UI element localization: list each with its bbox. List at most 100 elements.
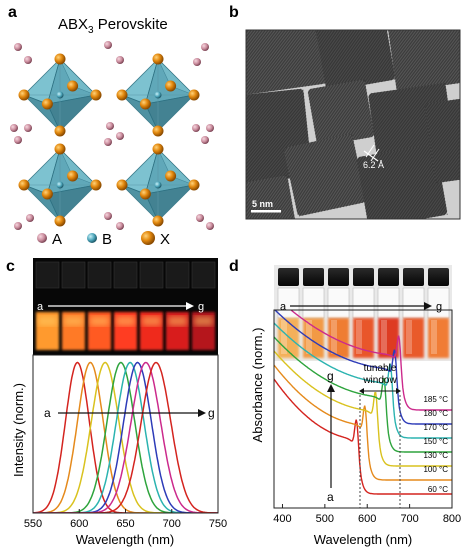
vial: [191, 261, 216, 350]
x-tick-label: 650: [116, 518, 134, 530]
window-label-1: tunable: [364, 363, 397, 374]
octahedron: [18, 143, 102, 227]
pl-spectrum-line: [33, 361, 218, 513]
a-site-atom: [14, 43, 22, 51]
x-site-atom: [188, 89, 200, 101]
panel-a-label: a: [8, 4, 17, 21]
legend-label-a: A: [52, 231, 62, 248]
x-site-atom: [41, 188, 53, 200]
a-site-atom: [10, 124, 18, 132]
a-site-atom: [14, 222, 22, 230]
b-site-atom: [154, 91, 162, 99]
vial: [113, 261, 138, 350]
plot-arrow-start: a: [327, 490, 334, 504]
x-tick-label: 700: [400, 513, 418, 525]
vial: [35, 261, 60, 350]
photo-arrow-start: a: [37, 301, 44, 313]
x-site-atom: [41, 98, 53, 110]
a-site-atom: [106, 122, 114, 130]
panel-d-xlabel: Wavelength (nm): [314, 532, 413, 547]
nanocube: [246, 30, 327, 97]
x-site-atom: [152, 215, 164, 227]
plot-arrow-end: g: [327, 369, 334, 383]
octahedron: [116, 143, 200, 227]
series-temperature-label: 150 °C: [423, 437, 448, 446]
x-site-atom: [116, 89, 128, 101]
a-site-atom: [104, 138, 112, 146]
x-site-atom: [90, 179, 102, 191]
scale-bar-label: 5 nm: [252, 199, 273, 209]
lattice-spacing-label: 6.2 Å: [363, 160, 384, 170]
x-site-atom: [165, 80, 177, 92]
legend-swatch-x: [141, 231, 155, 245]
vial: [352, 268, 375, 358]
series-temperature-label: 60 °C: [428, 485, 448, 494]
x-tick-label: 500: [316, 513, 334, 525]
panel-d: d a g 400 500 600 700 800 tunable window g a…: [229, 258, 461, 547]
a-site-atom: [104, 41, 112, 49]
x-site-atom: [152, 125, 164, 137]
x-site-atom: [67, 80, 79, 92]
nanocube: [387, 30, 460, 93]
a-site-atom: [104, 212, 112, 220]
pl-spectrum-line: [33, 361, 218, 513]
absorption-spectrum-line: [274, 350, 452, 467]
a-site-atom: [14, 136, 22, 144]
x-tick-label: 600: [358, 513, 376, 525]
panel-b: b 6.2 Å 5 nm: [229, 4, 461, 220]
x-site-atom: [165, 170, 177, 182]
vial: [61, 261, 86, 350]
panel-d-vial-photo: a g: [274, 265, 452, 361]
tem-micrograph: [246, 30, 460, 219]
x-site-atom: [54, 215, 66, 227]
photo-arrow-end: g: [198, 301, 204, 313]
a-site-atom: [24, 56, 32, 64]
octahedron: [116, 53, 200, 137]
absorption-spectrum-line: [274, 336, 452, 453]
x-site-atom: [116, 179, 128, 191]
panel-c-pl-chart: 550 600 650 700 750 a g Intensity (norm.) Wa…: [11, 354, 227, 547]
panel-d-abs-chart: 400 500 600 700 800 tunable window g a 60 °C…: [250, 309, 461, 547]
x-site-atom: [139, 188, 151, 200]
absorption-spectrum-line: [289, 310, 452, 411]
pl-spectrum-line: [33, 361, 218, 513]
perovskite-crystal-structure: [10, 41, 214, 230]
nanocube: [356, 143, 448, 219]
x-tick-label: 600: [70, 518, 88, 530]
series-temperature-label: 130 °C: [423, 451, 448, 460]
panel-c-ylabel: Intensity (norm.): [11, 383, 26, 477]
a-site-atom: [116, 56, 124, 64]
x-tick-label: 800: [443, 513, 461, 525]
panel-c-label: c: [6, 258, 15, 275]
series-temperature-label: 180 °C: [423, 409, 448, 418]
panel-b-label: b: [229, 4, 239, 21]
x-tick-label: 750: [209, 518, 227, 530]
a-site-atom: [196, 214, 204, 222]
nanocube: [307, 79, 375, 147]
nanocube: [315, 30, 396, 92]
legend-swatch-a: [37, 233, 47, 243]
a-site-atom: [193, 58, 201, 66]
panel-c-xlabel: Wavelength (nm): [76, 532, 175, 547]
pl-spectrum-line: [33, 361, 218, 513]
octahedron: [18, 53, 102, 137]
a-site-atom: [116, 222, 124, 230]
a-site-atom: [24, 124, 32, 132]
photo-arrow-end: g: [436, 301, 442, 313]
a-site-atom: [201, 43, 209, 51]
x-site-atom: [18, 89, 30, 101]
vial: [139, 261, 164, 350]
vial: [402, 268, 425, 358]
panel-a-title: ABX3 Perovskite: [58, 16, 168, 36]
vial: [302, 268, 325, 358]
lattice-spacing-marker: [363, 144, 380, 162]
absorption-spectrum-line: [274, 378, 452, 495]
photo-arrow-start: a: [280, 301, 287, 313]
window-label-2: window: [362, 375, 397, 386]
a-site-atom: [206, 222, 214, 230]
nanocube: [283, 133, 367, 217]
x-site-atom: [54, 53, 66, 65]
x-site-atom: [90, 89, 102, 101]
plot-arrow-end: g: [208, 406, 215, 420]
